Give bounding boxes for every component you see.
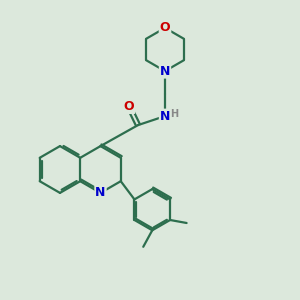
Text: H: H: [170, 109, 179, 119]
Text: N: N: [160, 64, 170, 78]
Text: O: O: [124, 100, 134, 113]
Text: N: N: [95, 186, 106, 200]
Text: N: N: [160, 110, 170, 123]
Text: O: O: [160, 21, 170, 34]
